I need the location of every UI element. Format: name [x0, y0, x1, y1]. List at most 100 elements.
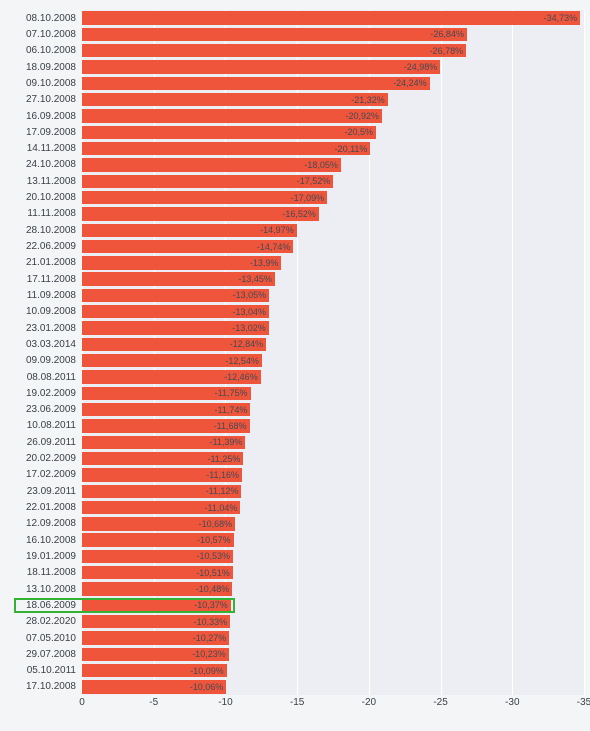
bar: -11,16% — [82, 468, 242, 481]
y-label-row: 22.01.2008 — [10, 499, 80, 515]
bar: -10,53% — [82, 550, 233, 563]
bar-row: -13,04% — [82, 304, 584, 320]
bar-value-label: -20,92% — [346, 111, 380, 121]
bar-value-label: -13,02% — [232, 323, 266, 333]
y-label-row: 18.06.2009 — [10, 597, 80, 613]
bar: -10,06% — [82, 680, 226, 693]
bar-row: -11,16% — [82, 467, 584, 483]
bar: -14,74% — [82, 240, 293, 253]
bar-row: -10,53% — [82, 548, 584, 564]
x-tick-label: -15 — [290, 697, 304, 708]
bar-row: -11,68% — [82, 418, 584, 434]
bar-row: -17,09% — [82, 189, 584, 205]
bar: -10,23% — [82, 648, 229, 661]
bar-value-label: -10,53% — [196, 551, 230, 561]
x-tick-label: -30 — [505, 697, 519, 708]
y-category-label: 29.07.2008 — [26, 649, 76, 660]
bar-value-label: -11,12% — [206, 486, 239, 496]
bar-value-label: -11,68% — [214, 421, 247, 431]
y-category-label: 27.10.2008 — [26, 94, 76, 105]
bar-value-label: -12,84% — [230, 339, 264, 349]
bar-row: -13,05% — [82, 287, 584, 303]
y-category-label: 24.10.2008 — [26, 159, 76, 170]
bar-row: -11,25% — [82, 450, 584, 466]
bar: -10,51% — [82, 566, 233, 579]
bar-value-label: -14,74% — [257, 242, 291, 252]
chart-container: 08.10.200807.10.200806.10.200818.09.2008… — [10, 10, 584, 711]
y-label-row: 28.10.2008 — [10, 222, 80, 238]
y-label-row: 10.08.2011 — [10, 418, 80, 434]
y-label-row: 11.11.2008 — [10, 206, 80, 222]
bar-row: -10,06% — [82, 679, 584, 695]
y-label-row: 17.11.2008 — [10, 271, 80, 287]
bar: -20,5% — [82, 126, 376, 139]
bar-row: -20,92% — [82, 108, 584, 124]
bar-value-label: -11,25% — [207, 454, 240, 464]
y-category-label: 14.11.2008 — [27, 143, 76, 154]
bar-row: -20,11% — [82, 141, 584, 157]
bar-value-label: -14,97% — [260, 225, 294, 235]
bar: -12,46% — [82, 370, 261, 383]
y-category-label: 28.10.2008 — [26, 225, 76, 236]
y-label-row: 14.11.2008 — [10, 141, 80, 157]
bar: -14,97% — [82, 224, 297, 237]
bar: -11,04% — [82, 501, 240, 514]
y-category-label: 23.09.2011 — [27, 486, 76, 497]
bar-row: -11,04% — [82, 499, 584, 515]
y-label-row: 03.03.2014 — [10, 336, 80, 352]
x-tick-label: -10 — [218, 697, 232, 708]
y-category-label: 20.02.2009 — [26, 453, 76, 464]
y-label-row: 16.10.2008 — [10, 532, 80, 548]
bar: -11,39% — [82, 436, 245, 449]
y-label-row: 22.06.2009 — [10, 238, 80, 254]
bar-value-label: -12,46% — [224, 372, 258, 382]
bar-value-label: -10,09% — [190, 666, 224, 676]
bar-row: -26,84% — [82, 26, 584, 42]
y-label-row: 13.11.2008 — [10, 173, 80, 189]
bar: -21,32% — [82, 93, 388, 106]
y-category-label: 23.01.2008 — [26, 323, 76, 334]
y-label-row: 07.10.2008 — [10, 26, 80, 42]
y-category-label: 18.06.2009 — [26, 600, 76, 611]
y-label-row: 08.10.2008 — [10, 10, 80, 26]
bar-row: -13,9% — [82, 255, 584, 271]
y-label-row: 27.10.2008 — [10, 92, 80, 108]
bar-value-label: -10,51% — [196, 568, 230, 578]
bar-value-label: -10,33% — [194, 617, 228, 627]
bar-row: -13,02% — [82, 320, 584, 336]
bar-row: -10,57% — [82, 532, 584, 548]
bar-row: -12,46% — [82, 369, 584, 385]
y-category-label: 17.09.2008 — [26, 127, 76, 138]
bar: -12,54% — [82, 354, 262, 367]
bar: -34,73% — [82, 11, 580, 24]
y-category-label: 11.11.2008 — [27, 208, 76, 219]
y-label-row: 24.10.2008 — [10, 157, 80, 173]
bar-row: -26,78% — [82, 43, 584, 59]
bar-row: -10,51% — [82, 565, 584, 581]
bar: -11,12% — [82, 485, 241, 498]
y-label-row: 17.02.2009 — [10, 467, 80, 483]
bar-value-label: -17,09% — [291, 193, 325, 203]
y-label-row: 19.02.2009 — [10, 385, 80, 401]
bar: -11,74% — [82, 403, 250, 416]
y-label-row: 09.09.2008 — [10, 353, 80, 369]
bar: -26,78% — [82, 44, 466, 57]
y-label-row: 28.02.2020 — [10, 614, 80, 630]
x-tick-label: 0 — [79, 697, 85, 708]
x-axis: 0-5-10-15-20-25-30-35 — [82, 695, 584, 711]
bar-row: -10,23% — [82, 646, 584, 662]
bar: -13,04% — [82, 305, 269, 318]
bar-series: -34,73%-26,84%-26,78%-24,98%-24,24%-21,3… — [82, 10, 584, 695]
bar: -11,68% — [82, 419, 250, 432]
bar-value-label: -10,57% — [197, 535, 231, 545]
bar-value-label: -13,04% — [232, 307, 266, 317]
bar-value-label: -34,73% — [544, 13, 578, 23]
y-category-label: 26.09.2011 — [27, 437, 76, 448]
y-label-row: 26.09.2011 — [10, 434, 80, 450]
y-category-label: 19.01.2009 — [26, 551, 76, 562]
bar-row: -10,27% — [82, 630, 584, 646]
bar-row: -13,45% — [82, 271, 584, 287]
gridline — [584, 10, 585, 695]
y-label-row: 05.10.2011 — [10, 663, 80, 679]
bar-value-label: -17,52% — [297, 176, 331, 186]
